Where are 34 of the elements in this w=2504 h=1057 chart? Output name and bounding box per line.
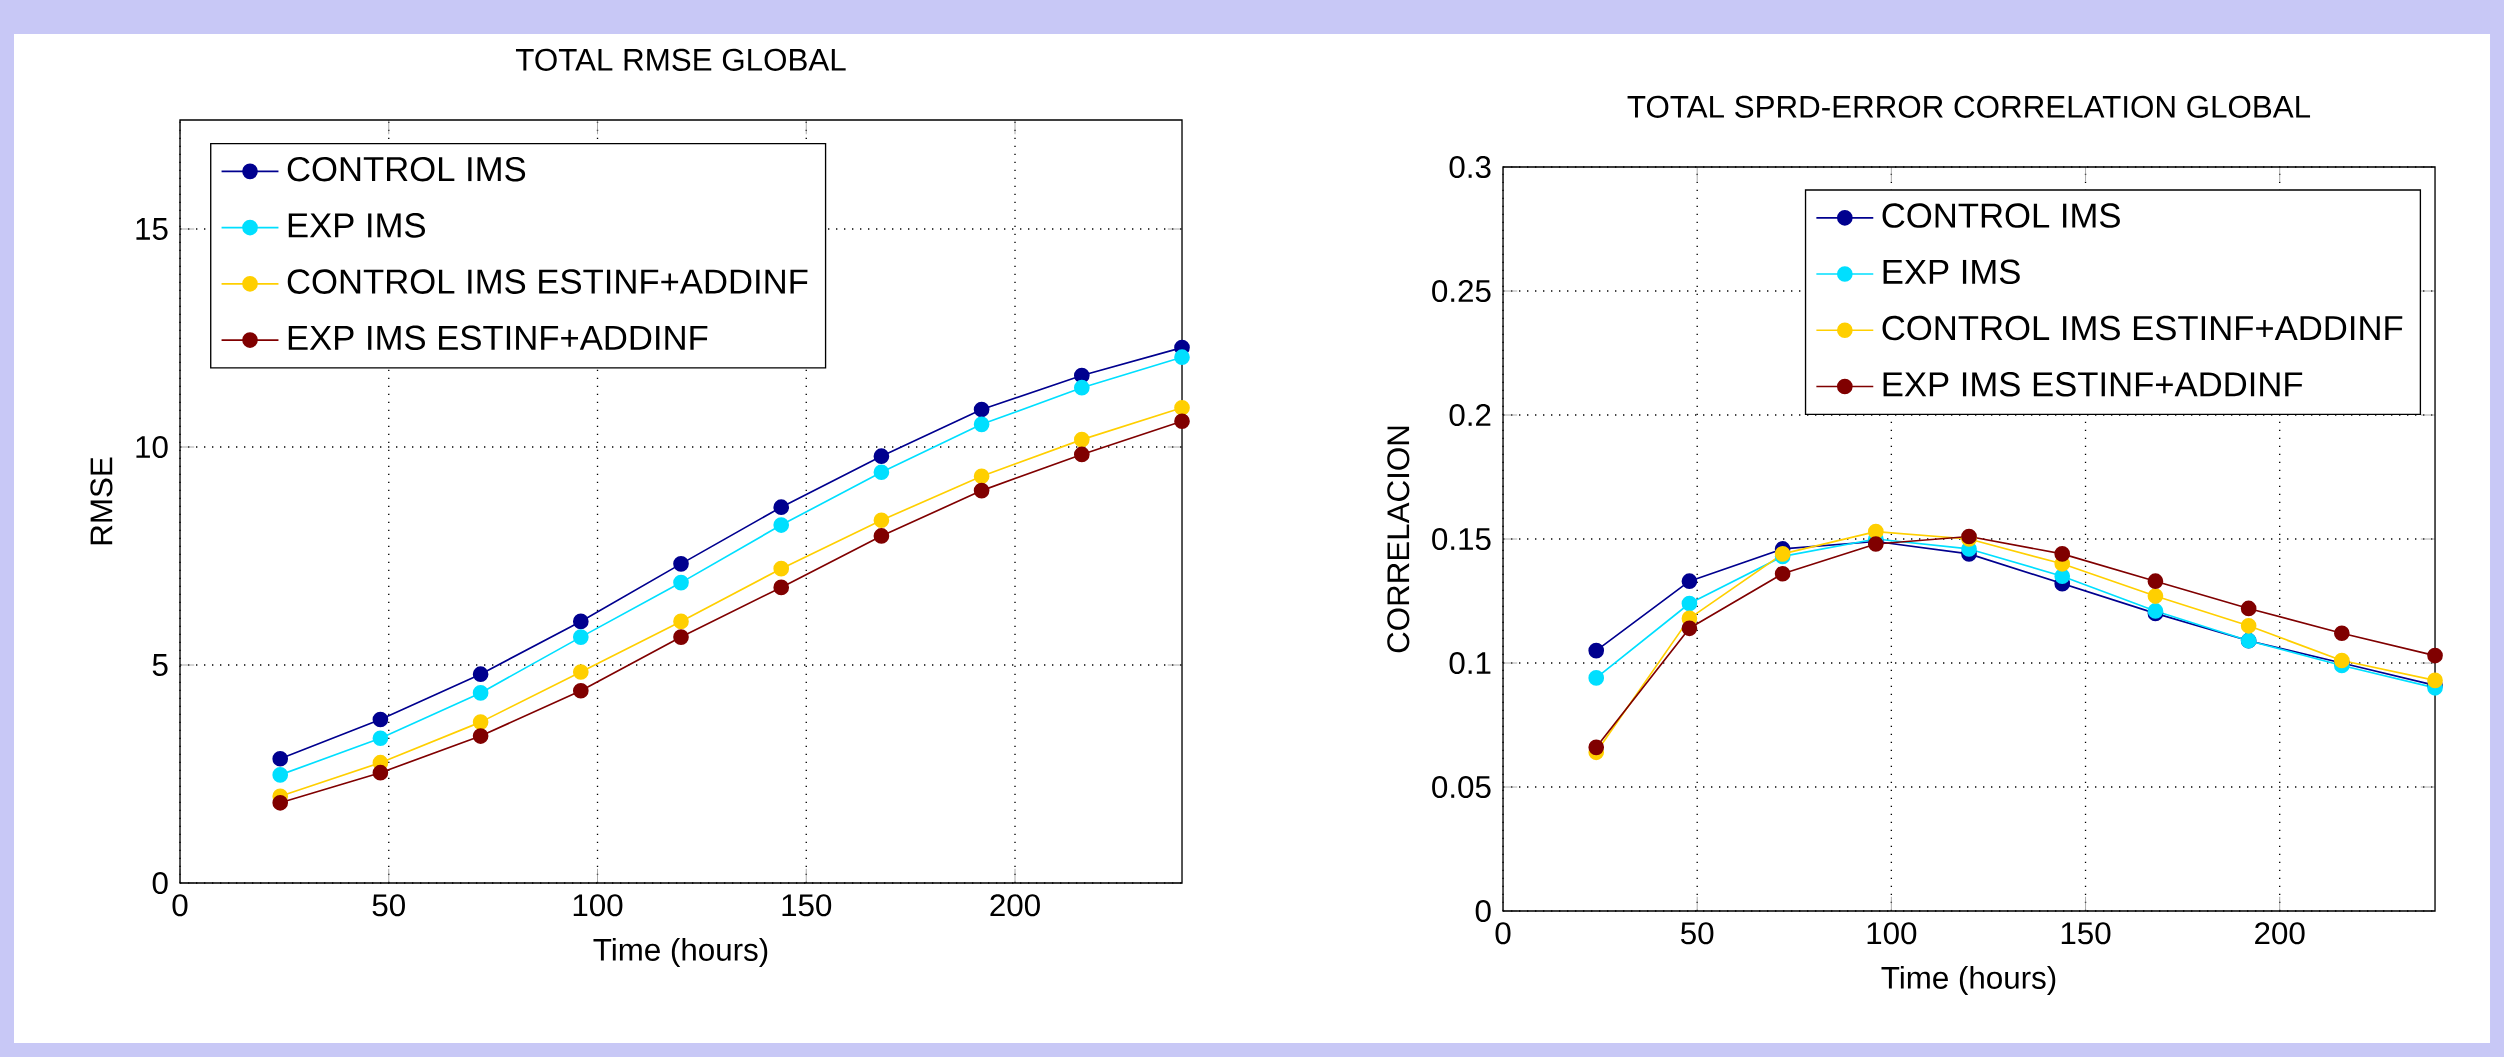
legend-label: CONTROL IMS ESTINF+ADDINF	[1882, 315, 2403, 341]
legend-label: EXP IMS	[1883, 259, 2020, 285]
x-tick-label: 200	[990, 894, 1040, 917]
x-tick-label: 50	[372, 894, 405, 917]
y-tick-label: 15	[136, 218, 168, 240]
y-axis-title: CORRELACION	[1387, 426, 1410, 653]
x-tick-label: 0	[1495, 922, 1511, 945]
x-axis-title: Time (hours)	[593, 937, 768, 968]
chart-title: TOTAL SPRD-ERROR CORRELATION GLOBAL	[1627, 95, 2311, 118]
y-tick-label: 10	[136, 435, 168, 459]
y-tick-label: 0.2	[1449, 403, 1491, 427]
legend-label: EXP IMS ESTINF+ADDINF	[288, 325, 708, 351]
y-tick-label: 0.25	[1432, 279, 1491, 303]
y-tick-label: 0.05	[1432, 775, 1491, 799]
y-tick-label: 5	[152, 654, 168, 676]
chart-title: TOTAL RMSE GLOBAL	[515, 48, 846, 71]
y-axis-title: RMSE	[90, 457, 113, 545]
legend-label: EXP IMS	[288, 213, 425, 238]
y-tick-label: 0.1	[1449, 651, 1491, 675]
legend-label: CONTROL IMS	[1882, 203, 2120, 228]
legend-label: CONTROL IMS ESTINF+ADDINF	[287, 269, 808, 294]
legend-label: EXP IMS ESTINF+ADDINF	[1883, 372, 2303, 397]
y-tick-label: 0.15	[1432, 527, 1491, 551]
y-tick-label: 0	[152, 871, 168, 895]
x-tick-label: 0	[172, 894, 188, 917]
y-tick-label: 0.3	[1449, 155, 1491, 179]
x-tick-label: 200	[2255, 922, 2305, 945]
x-axis-title: Time (hours)	[1881, 965, 2056, 996]
x-tick-label: 150	[782, 894, 832, 917]
x-tick-label: 100	[573, 894, 623, 917]
x-tick-label: 150	[2061, 922, 2111, 945]
x-tick-label: 50	[1681, 922, 1714, 945]
x-tick-label: 100	[1867, 922, 1917, 945]
legend-label: CONTROL IMS	[287, 156, 526, 182]
